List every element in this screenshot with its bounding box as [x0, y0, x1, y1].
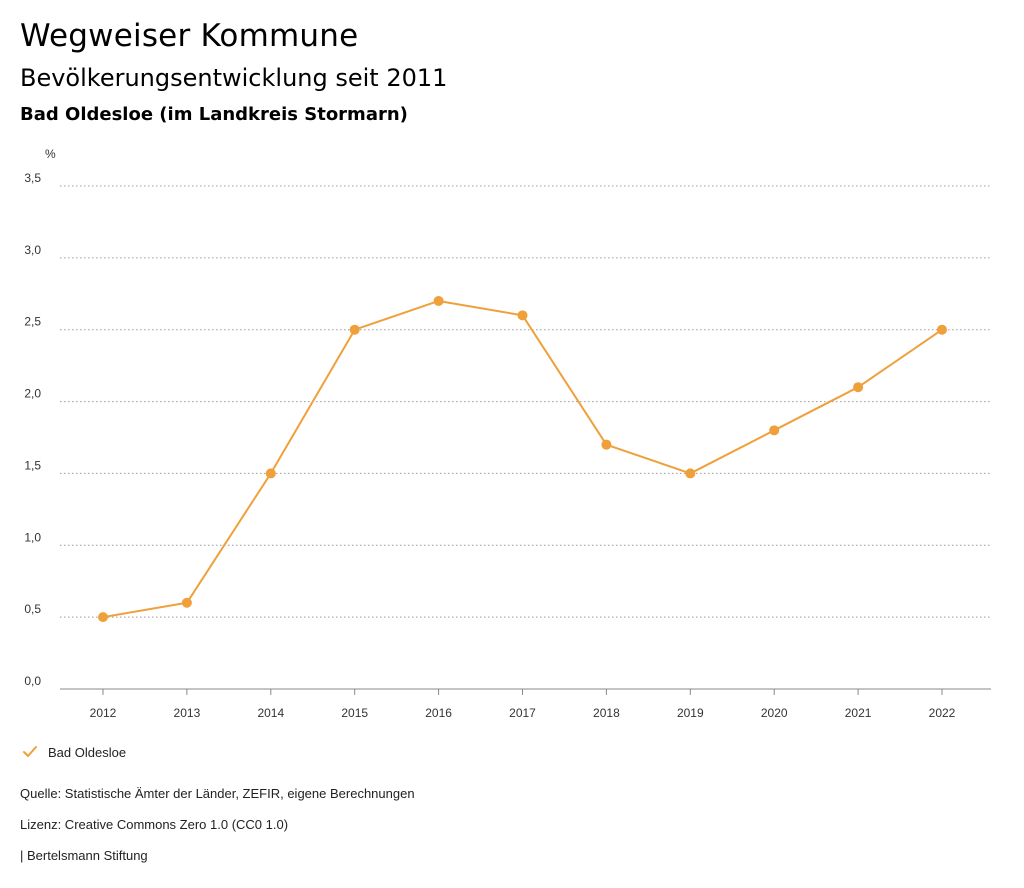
legend-label: Bad Oldesloe	[48, 744, 127, 760]
legend[interactable]: Bad Oldesloe	[22, 744, 126, 760]
y-axis-ticks: 0,0 0,5 1,0 1,5 2,0 2,5 3,0 3,5	[24, 171, 41, 688]
publisher-note: | Bertelsmann Stiftung	[20, 848, 148, 863]
y-tick-label: 3,0	[24, 243, 41, 257]
x-tick-label: 2012	[90, 706, 117, 720]
data-point	[517, 310, 528, 321]
y-tick-label: 3,5	[24, 171, 41, 185]
page-title: Wegweiser Kommune	[20, 18, 359, 54]
data-point	[937, 324, 947, 335]
x-axis-ticks: 2012 2013 2014 2015 2016 2017 2018 2019 2020 2021…	[90, 689, 956, 720]
data-point	[601, 439, 612, 450]
region-label: Bad Oldesloe (im Landkreis Stormarn)	[20, 104, 408, 125]
series-layer	[98, 295, 947, 623]
y-tick-label: 1,5	[24, 458, 41, 472]
data-point	[98, 612, 108, 623]
y-tick-label: 1,0	[24, 530, 41, 544]
data-point	[853, 382, 864, 393]
x-tick-label: 2021	[845, 706, 872, 720]
x-tick-label: 2017	[509, 706, 536, 720]
x-tick-label: 2022	[929, 706, 956, 720]
license-note: Lizenz: Creative Commons Zero 1.0 (CC0 1…	[20, 817, 289, 832]
data-point	[349, 324, 360, 335]
data-point	[181, 597, 192, 608]
x-tick-label: 2019	[677, 706, 704, 720]
line-chart: % 0,00,51,01,52,02,53,03,5 2012 2013 2014 2…	[24, 147, 991, 720]
chart-subtitle: Bevölkerungsentwicklung seit 2011	[20, 64, 448, 92]
y-axis-unit-label: %	[45, 147, 56, 161]
data-point	[769, 425, 780, 436]
x-tick-label: 2013	[174, 706, 201, 720]
y-tick-label: 0,0	[24, 674, 41, 688]
data-point	[685, 468, 696, 479]
data-point	[433, 295, 444, 306]
x-tick-label: 2014	[257, 706, 284, 720]
checkmark-icon	[23, 746, 37, 757]
series-line	[102, 299, 943, 619]
gridlines	[60, 185, 991, 690]
source-note: Quelle: Statistische Ämter der Länder, Z…	[20, 786, 415, 801]
y-tick-label: 0,5	[24, 602, 41, 616]
data-point	[265, 468, 276, 479]
x-tick-label: 2016	[425, 706, 452, 720]
x-tick-label: 2018	[593, 706, 620, 720]
y-tick-label: 2,5	[24, 315, 41, 329]
x-tick-label: 2015	[341, 706, 368, 720]
y-tick-label: 2,0	[24, 387, 41, 401]
x-tick-label: 2020	[761, 706, 788, 720]
